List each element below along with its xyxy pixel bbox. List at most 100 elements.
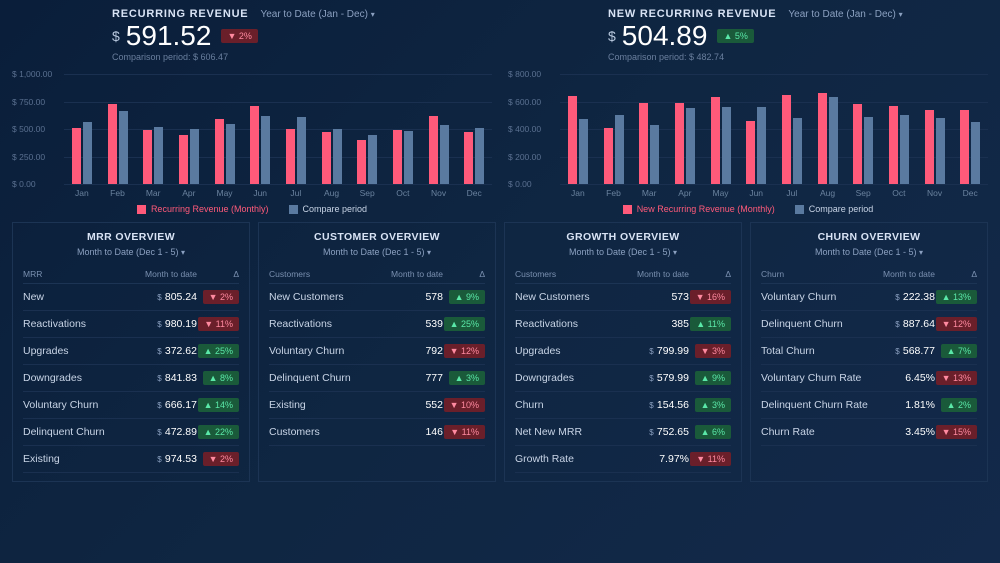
row-label: Upgrades: [515, 338, 618, 365]
delta-badge: ▲ 25%: [198, 344, 239, 358]
x-tick-label: Nov: [927, 188, 942, 198]
delta-badge: ▲ 25%: [444, 317, 485, 331]
primary-bar: [215, 119, 224, 184]
chart-panel: RECURRING REVENUEYear to Date (Jan - Dec…: [12, 8, 492, 214]
period-selector[interactable]: Month to Date (Dec 1 - 5) ▾: [269, 247, 485, 257]
x-tick-label: Mar: [146, 188, 161, 198]
x-tick-label: Jul: [290, 188, 301, 198]
x-tick-label: May: [712, 188, 728, 198]
delta-badge: ▼ 16%: [690, 290, 731, 304]
row-value: $ 472.89: [129, 419, 197, 446]
bar-group: Apr: [667, 103, 703, 184]
x-tick-label: Jun: [253, 188, 267, 198]
table-row: Churn Rate3.45%▼ 15%: [761, 419, 977, 446]
row-value: 578: [375, 284, 443, 311]
kpi-value: 591.52: [126, 20, 212, 52]
bar-group: Feb: [100, 104, 136, 184]
table-row: Churn$ 154.56 ▲ 3%: [515, 392, 731, 419]
table-row: New Customers573▼ 16%: [515, 284, 731, 311]
chevron-down-icon: ▾: [673, 248, 677, 257]
bar-group: Oct: [881, 106, 917, 184]
compare-bar: [722, 107, 731, 184]
delta-badge: ▲ 3%: [695, 398, 731, 412]
period-selector[interactable]: Year to Date (Jan - Dec) ▾: [260, 9, 374, 20]
x-tick-label: Aug: [324, 188, 339, 198]
primary-bar: [711, 97, 720, 184]
row-label: Downgrades: [23, 365, 129, 392]
row-value: $ 154.56: [618, 392, 689, 419]
primary-bar: [818, 93, 827, 184]
row-delta: ▲ 25%: [443, 311, 485, 338]
y-tick-label: $ 250.00: [12, 152, 45, 162]
row-label: New Customers: [269, 284, 375, 311]
bar-group: Feb: [596, 115, 632, 184]
col-header: Month to date: [618, 265, 689, 284]
row-value: $ 222.38: [878, 284, 935, 311]
row-value: 792: [375, 338, 443, 365]
compare-bar: [579, 119, 588, 184]
bar-chart: $ 0.00$ 250.00$ 500.00$ 750.00$ 1,000.00…: [12, 68, 492, 198]
table-row: Delinquent Churn777▲ 3%: [269, 365, 485, 392]
x-tick-label: Jun: [749, 188, 763, 198]
row-delta: ▲ 11%: [689, 311, 731, 338]
row-value: $ 805.24: [129, 284, 197, 311]
period-selector[interactable]: Year to Date (Jan - Dec) ▾: [788, 9, 902, 20]
table-row: Voluntary Churn$ 222.38▲ 13%: [761, 284, 977, 311]
y-tick-label: $ 500.00: [12, 124, 45, 134]
x-tick-label: Oct: [396, 188, 409, 198]
compare-bar: [900, 115, 909, 184]
compare-bar: [864, 117, 873, 184]
delta-badge: ▲ 13%: [936, 290, 977, 304]
chevron-down-icon: ▾: [427, 248, 431, 257]
x-tick-label: Apr: [678, 188, 691, 198]
bar-group: Aug: [314, 129, 350, 184]
row-value: $ 372.62: [129, 338, 197, 365]
row-delta: ▲ 3%: [689, 392, 731, 419]
table-row: Net New MRR$ 752.65▲ 6%: [515, 419, 731, 446]
row-delta: ▼ 10%: [443, 392, 485, 419]
bar-group: Jan: [560, 96, 596, 184]
period-selector[interactable]: Month to Date (Dec 1 - 5) ▾: [761, 247, 977, 257]
primary-bar: [179, 135, 188, 185]
row-delta: ▼ 2%: [197, 446, 239, 473]
legend-item[interactable]: Recurring Revenue (Monthly): [137, 204, 269, 214]
row-label: Churn: [515, 392, 618, 419]
primary-bar: [286, 129, 295, 184]
delta-badge: ▼ 3%: [695, 344, 731, 358]
chart-legend: New Recurring Revenue (Monthly) Compare p…: [508, 204, 988, 214]
currency-symbol: $: [112, 28, 120, 44]
gridline: [560, 184, 988, 185]
legend-item[interactable]: Compare period: [289, 204, 368, 214]
currency-symbol: $: [608, 28, 616, 44]
row-label: Voluntary Churn: [761, 284, 878, 311]
col-header: MRR: [23, 265, 129, 284]
y-tick-label: $ 400.00: [508, 124, 541, 134]
table-row: New Customers578▲ 9%: [269, 284, 485, 311]
chart-panel: NEW RECURRING REVENUEYear to Date (Jan -…: [508, 8, 988, 214]
bar-group: Oct: [385, 130, 421, 184]
table-title: CHURN OVERVIEW: [761, 231, 977, 243]
legend-item[interactable]: Compare period: [795, 204, 874, 214]
table-row: Total Churn$ 568.77▲ 7%: [761, 338, 977, 365]
row-value: 552: [375, 392, 443, 419]
row-value: $ 799.99: [618, 338, 689, 365]
period-selector[interactable]: Month to Date (Dec 1 - 5) ▾: [515, 247, 731, 257]
compare-bar: [829, 97, 838, 184]
row-delta: ▼ 13%: [935, 365, 977, 392]
row-value: $ 980.19: [129, 311, 197, 338]
chevron-down-icon: ▾: [919, 248, 923, 257]
primary-bar: [746, 121, 755, 184]
x-tick-label: Dec: [467, 188, 482, 198]
primary-bar: [960, 110, 969, 184]
compare-bar: [261, 116, 270, 184]
legend-item[interactable]: New Recurring Revenue (Monthly): [623, 204, 775, 214]
period-selector[interactable]: Month to Date (Dec 1 - 5) ▾: [23, 247, 239, 257]
table-panel: GROWTH OVERVIEWMonth to Date (Dec 1 - 5)…: [504, 222, 742, 482]
table-panel: MRR OVERVIEWMonth to Date (Dec 1 - 5) ▾M…: [12, 222, 250, 482]
primary-bar: [464, 132, 473, 184]
row-delta: ▲ 9%: [689, 365, 731, 392]
row-delta: ▼ 12%: [935, 311, 977, 338]
compare-bar: [297, 117, 306, 184]
table-row: Existing552▼ 10%: [269, 392, 485, 419]
primary-bar: [853, 104, 862, 184]
